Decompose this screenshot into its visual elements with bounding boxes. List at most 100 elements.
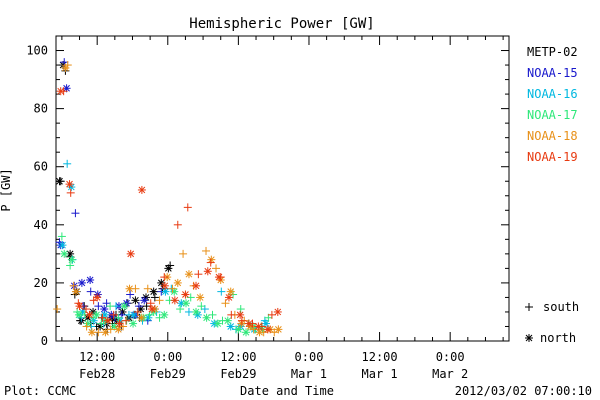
data-point-north	[137, 185, 146, 194]
series-noaa-18	[53, 61, 283, 337]
data-point-north	[234, 325, 243, 334]
chart-title: Hemispheric Power [GW]	[189, 16, 374, 32]
x-axis-label: Date and Time	[240, 384, 334, 398]
x-tick-label-time: 0:00	[436, 350, 465, 364]
data-point-north	[93, 293, 102, 302]
data-point-south	[197, 302, 206, 311]
data-point-north	[184, 270, 193, 279]
data-point-north	[263, 325, 272, 334]
data-point-south	[217, 287, 226, 296]
data-point-north	[125, 284, 134, 293]
data-point-north	[131, 296, 140, 305]
data-point-north	[129, 319, 138, 328]
data-point-north	[213, 319, 222, 328]
data-point-south	[212, 264, 221, 273]
data-point-south	[173, 220, 182, 229]
x-tick-label-time: 0:00	[153, 350, 182, 364]
data-point-south	[63, 159, 72, 168]
x-tick-label-time: 12:00	[220, 350, 256, 364]
data-point-north	[236, 310, 245, 319]
data-point-south	[82, 305, 91, 314]
data-point-north	[164, 264, 173, 273]
x-tick-label-date: Feb29	[150, 367, 186, 381]
series-noaa-16	[58, 159, 271, 334]
data-point-south	[168, 284, 177, 293]
x-tick-label-time: 0:00	[295, 350, 324, 364]
data-point-north	[120, 302, 129, 311]
data-point-north	[242, 328, 251, 337]
data-point-north	[86, 276, 95, 284]
data-point-south	[97, 319, 106, 328]
data-point-south	[71, 209, 80, 218]
data-point-south	[94, 302, 103, 311]
data-point-south	[82, 322, 91, 331]
data-point-north	[74, 310, 83, 319]
data-point-north	[203, 267, 212, 276]
data-point-north	[100, 305, 109, 314]
data-point-north	[55, 177, 64, 186]
data-point-north	[160, 310, 169, 319]
data-point-south	[267, 310, 276, 319]
data-point-south	[221, 299, 230, 308]
data-point-north	[58, 241, 67, 250]
x-tick-label-date: Mar 2	[432, 367, 468, 381]
data-point-south	[150, 293, 159, 302]
data-point-south	[66, 188, 75, 197]
y-tick-label: 60	[34, 160, 48, 174]
data-point-south	[160, 273, 169, 282]
data-point-south	[66, 261, 75, 270]
data-point-south	[69, 281, 78, 290]
data-point-south	[202, 246, 211, 255]
data-point-north	[202, 313, 211, 322]
x-tick-label-date: Feb28	[79, 367, 115, 381]
y-tick-label: 40	[34, 218, 48, 232]
y-axis-label: P [GW]	[0, 168, 13, 211]
data-point-north	[92, 310, 101, 319]
data-point-north	[170, 296, 179, 305]
data-point-north	[223, 316, 232, 325]
x-tick-label-date: Mar 1	[362, 367, 398, 381]
data-point-north	[126, 249, 135, 258]
legend-entry: NOAA-16	[527, 87, 578, 101]
data-points	[53, 58, 283, 337]
data-point-south	[176, 305, 185, 314]
data-point-south	[86, 287, 95, 296]
x-tick-label-date: Mar 1	[291, 367, 327, 381]
data-point-south	[183, 203, 192, 212]
data-point-south	[53, 305, 62, 314]
legend-marker-south	[525, 303, 533, 311]
x-tick-label-time: 12:00	[79, 350, 115, 364]
data-point-south	[145, 310, 154, 319]
data-point-south	[227, 310, 236, 319]
legend-entry: METP-02	[527, 45, 578, 59]
footer-timestamp: 2012/03/02 07:00:10	[455, 384, 592, 398]
data-point-north	[140, 296, 149, 305]
data-point-north	[214, 273, 223, 282]
data-point-south	[57, 232, 66, 241]
x-tick-label-date: Feb29	[220, 367, 256, 381]
legend-marker-north	[525, 334, 533, 342]
data-point-south	[179, 249, 188, 258]
data-point-south	[143, 284, 152, 293]
plot-frame	[55, 35, 510, 342]
legend-entry: NOAA-15	[527, 66, 578, 80]
data-point-north	[72, 287, 81, 296]
data-point-south	[155, 296, 164, 305]
data-point-north	[77, 278, 86, 287]
series-noaa-19	[56, 87, 282, 334]
y-tick-label: 80	[34, 102, 48, 116]
data-point-north	[65, 180, 74, 189]
data-point-north	[147, 305, 156, 314]
data-point-north	[226, 322, 235, 331]
data-point-north	[226, 287, 235, 296]
data-point-north	[182, 299, 191, 308]
x-tick-label-time: 12:00	[362, 350, 398, 364]
data-point-north	[181, 290, 190, 299]
legend-entry: NOAA-19	[527, 150, 578, 164]
data-point-north	[254, 322, 263, 331]
data-point-south	[114, 313, 123, 322]
y-tick-label: 0	[41, 334, 48, 348]
data-point-south	[134, 302, 143, 311]
y-tick-label: 20	[34, 276, 48, 290]
data-point-north	[75, 302, 84, 311]
